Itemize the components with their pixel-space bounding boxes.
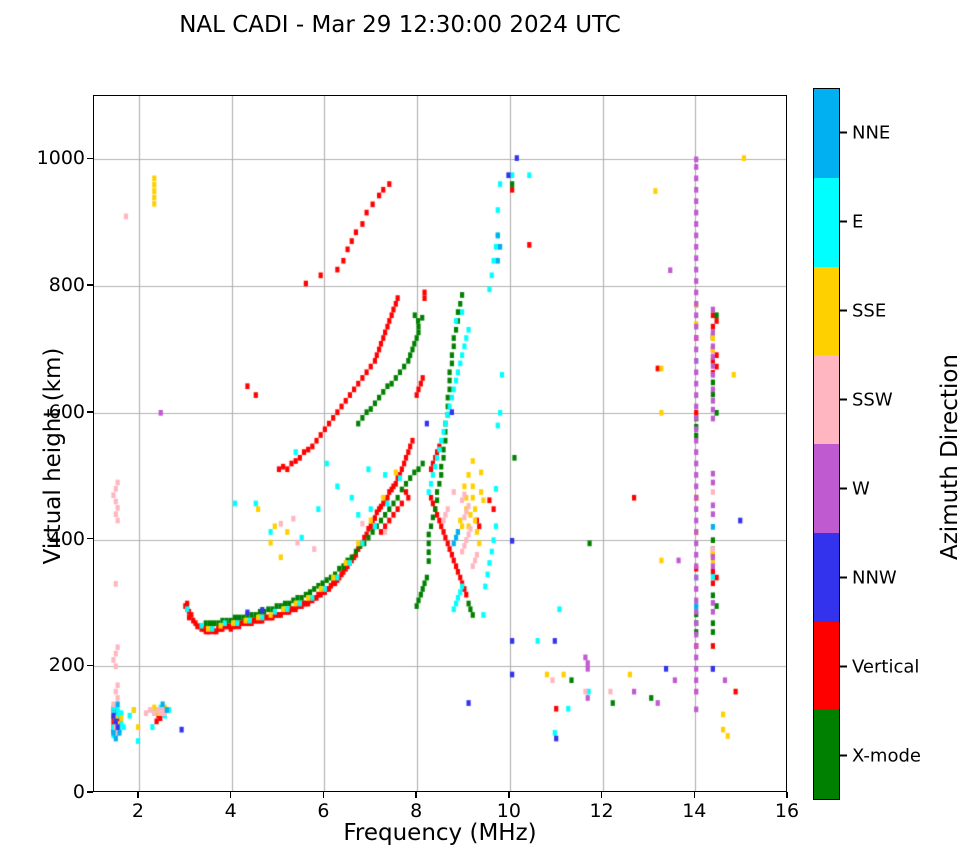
y-tick-mark	[87, 791, 93, 793]
colorbar-segment-vertical[interactable]	[814, 621, 839, 711]
x-tick-mark	[600, 792, 603, 798]
y-tick-label: 400	[48, 527, 85, 550]
colorbar-tick-mark	[840, 398, 847, 401]
x-tick-label: 8	[410, 800, 423, 822]
colorbar-tick-mark	[840, 131, 847, 134]
scatter-data-layer	[94, 96, 786, 791]
colorbar-segment-nne[interactable]	[814, 89, 839, 178]
y-tick-mark	[87, 411, 93, 413]
colorbar-tick-mark	[840, 576, 847, 579]
y-tick-label: 800	[48, 274, 85, 297]
y-tick-label: 1000	[36, 147, 85, 170]
colorbar-tick-vertical: Vertical	[840, 656, 919, 677]
plot-axes[interactable]	[93, 95, 787, 792]
page-title: NAL CADI - Mar 29 12:30:00 2024 UTC	[179, 12, 621, 38]
x-tick-mark	[508, 792, 510, 798]
colorbar-tick-text: X-mode	[852, 745, 921, 766]
colorbar-tick-ssw: SSW	[840, 389, 893, 410]
y-axis-label: Virtual height (km)	[40, 347, 66, 565]
colorbar-tick-mark	[840, 220, 847, 223]
colorbar-tick-e: E	[840, 211, 863, 232]
colorbar-tick-text: E	[852, 211, 864, 232]
colorbar-tick-x-mode: X-mode	[840, 745, 921, 766]
colorbar-tick-labels: NNE E SSE SSW W NNW Vertical X-mode	[840, 88, 950, 800]
colorbar-segment-sse[interactable]	[814, 266, 839, 356]
colorbar-segment-x-mode[interactable]	[814, 710, 839, 799]
x-tick-label: 12	[589, 800, 614, 822]
colorbar-segment-nnw[interactable]	[814, 532, 839, 622]
x-tick-label: 10	[496, 800, 521, 822]
colorbar-tick-sse: SSE	[840, 300, 886, 321]
y-tick-mark	[87, 664, 93, 666]
colorbar-segment-w[interactable]	[814, 444, 839, 533]
colorbar-tick-mark	[840, 309, 847, 312]
colorbar-segment-e[interactable]	[814, 177, 839, 267]
colorbar-tick-mark	[840, 754, 847, 757]
colorbar-tick-text: SSW	[852, 389, 893, 410]
colorbar-label: Azimuth Direction	[937, 354, 958, 560]
y-tick-mark	[87, 157, 93, 160]
colorbar-tick-mark	[840, 665, 847, 668]
colorbar-segment-ssw[interactable]	[814, 355, 839, 444]
colorbar-tick-text: NNE	[852, 122, 891, 143]
colorbar-tick-text: Vertical	[852, 656, 920, 677]
y-tick-mark	[87, 537, 93, 540]
x-tick-mark	[322, 792, 325, 798]
colorbar-tick-nnw: NNW	[840, 567, 897, 588]
colorbar-tick-text: NNW	[852, 567, 897, 588]
colorbar-tick-nne: NNE	[840, 122, 890, 143]
x-tick-label: 2	[131, 800, 144, 822]
colorbar-tick-text: SSE	[852, 300, 887, 321]
x-tick-mark	[786, 792, 788, 798]
y-tick-label: 200	[48, 654, 85, 677]
x-tick-label: 4	[224, 800, 237, 822]
x-tick-mark	[137, 792, 139, 798]
y-tick-label: 600	[48, 400, 85, 423]
x-tick-label: 6	[317, 800, 330, 822]
x-tick-mark	[229, 792, 232, 798]
x-axis-label: Frequency (MHz)	[343, 820, 537, 846]
x-tick-label: 16	[774, 800, 800, 822]
x-tick-mark	[693, 792, 695, 798]
y-tick-mark	[87, 284, 93, 286]
y-tick-label: 0	[72, 781, 85, 803]
colorbar[interactable]	[813, 88, 840, 800]
x-tick-label: 14	[682, 800, 707, 822]
colorbar-tick-text: W	[852, 478, 870, 499]
colorbar-tick-w: W	[840, 478, 870, 499]
x-tick-mark	[415, 792, 417, 798]
colorbar-tick-mark	[840, 487, 847, 490]
